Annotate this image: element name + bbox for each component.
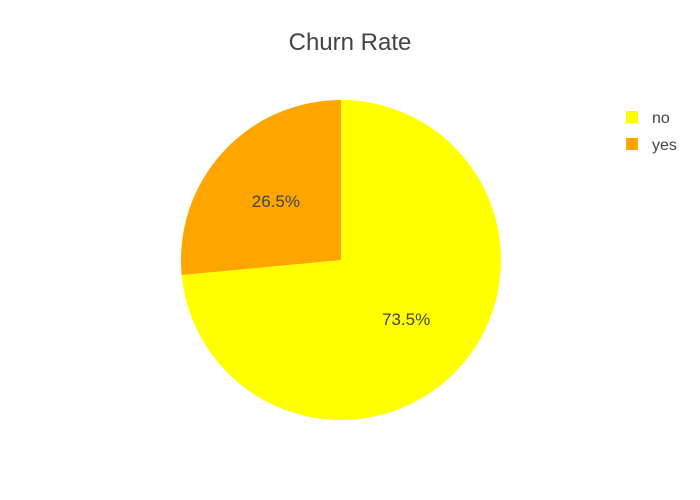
legend-label-no: no [652,110,670,127]
slice-label-yes: 26.5% [252,192,300,211]
legend-label-yes: yes [652,137,677,154]
legend-item-no[interactable]: no [626,110,670,127]
pie-slice-labels: 73.5% 26.5% [252,192,430,329]
legend-swatch-yes [626,138,638,150]
slice-label-no: 73.5% [382,310,430,329]
pie-slice-yes [180,100,341,276]
pie-slice-no [181,100,501,420]
legend-item-yes[interactable]: yes [626,137,677,154]
chart-title: Churn Rate [289,29,412,56]
legend-swatch-no [626,111,638,123]
chart-legend: no yes [626,110,677,154]
pie-slices [180,100,501,420]
